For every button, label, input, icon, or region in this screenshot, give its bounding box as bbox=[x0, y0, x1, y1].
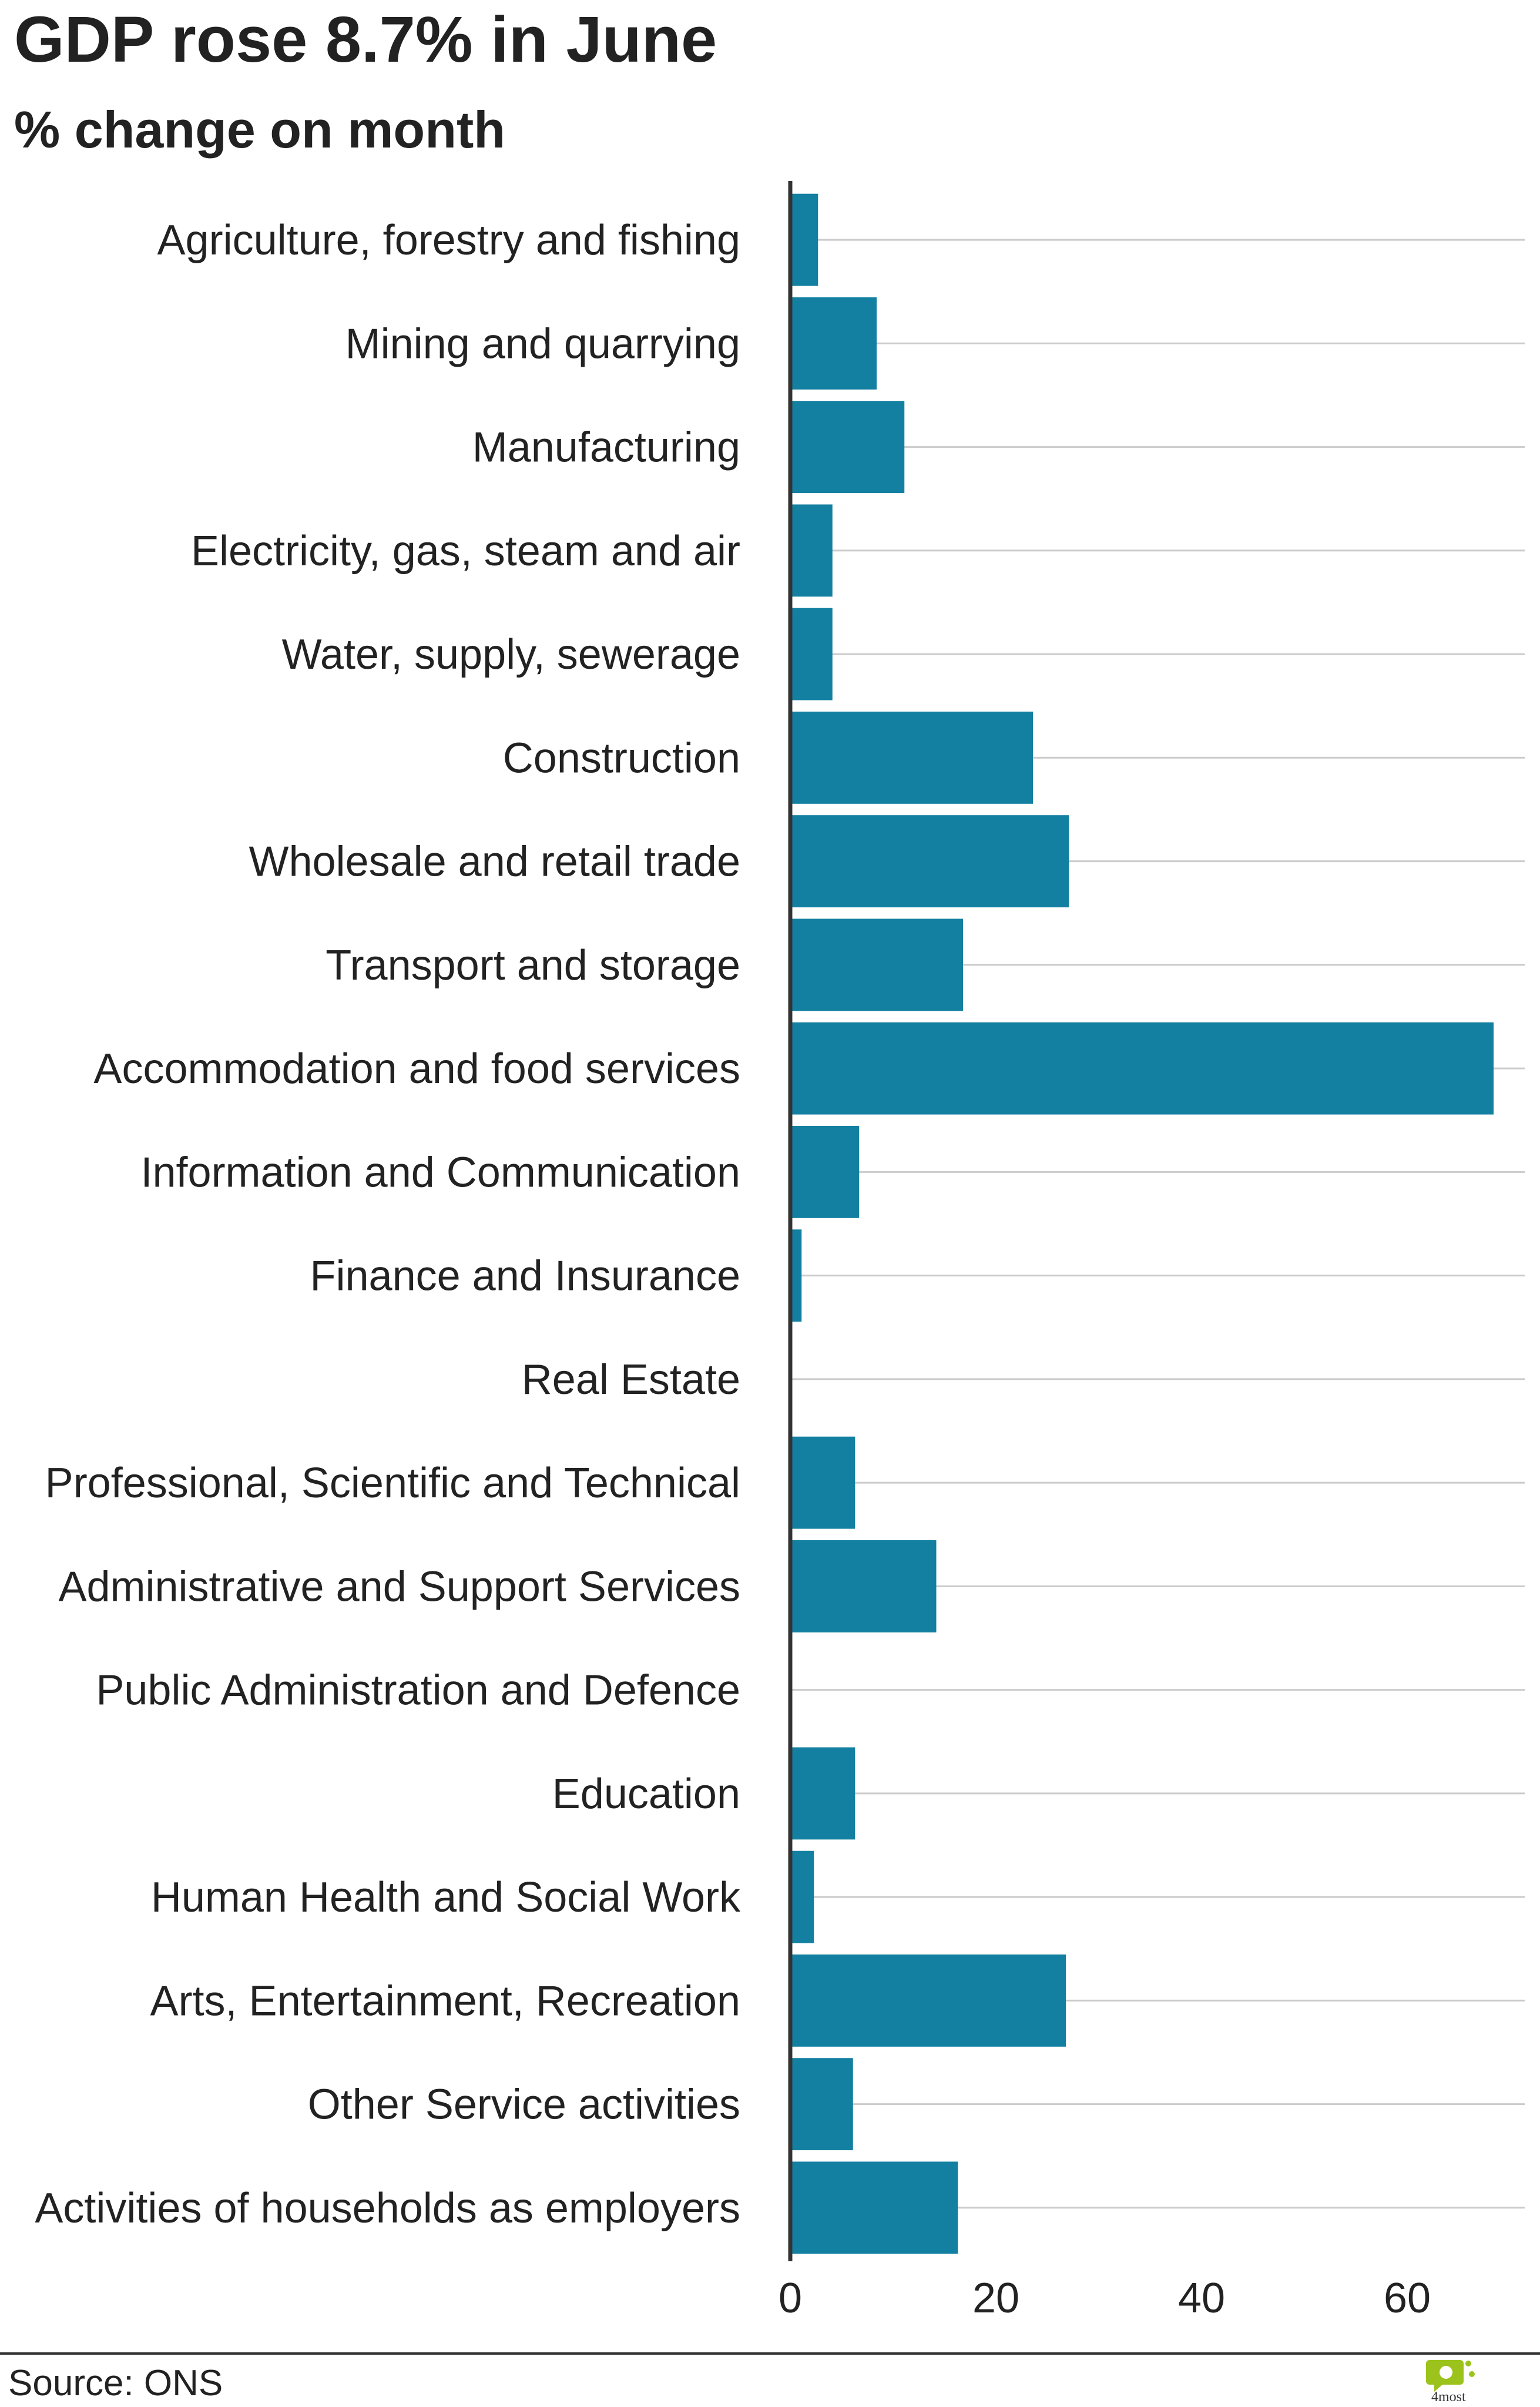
category-label: Real Estate bbox=[522, 1356, 740, 1403]
category-label: Human Health and Social Work bbox=[151, 1874, 741, 1921]
category-label: Accommodation and food services bbox=[93, 1045, 740, 1092]
category-label: Education bbox=[552, 1771, 740, 1818]
brand-logo-icon bbox=[1426, 2360, 1475, 2392]
category-label: Mining and quarrying bbox=[345, 320, 740, 367]
category-label: Transport and storage bbox=[326, 942, 740, 989]
bar bbox=[790, 1954, 1066, 2047]
chart-subtitle: % change on month bbox=[14, 100, 505, 159]
category-label: Public Administration and Defence bbox=[96, 1667, 740, 1714]
bar bbox=[790, 297, 877, 390]
x-tick-label: 40 bbox=[1178, 2275, 1225, 2322]
bar bbox=[790, 815, 1069, 908]
category-label: Finance and Insurance bbox=[310, 1253, 740, 1300]
category-label: Construction bbox=[503, 735, 740, 782]
category-label: Other Service activities bbox=[308, 2081, 740, 2128]
bar bbox=[790, 608, 833, 700]
bar bbox=[790, 193, 818, 286]
x-tick-labels: 0 20 40 60 bbox=[779, 2275, 1431, 2322]
category-label: Professional, Scientific and Technical bbox=[45, 1460, 740, 1507]
bar bbox=[790, 401, 905, 494]
category-label: Information and Communication bbox=[140, 1149, 740, 1196]
bar bbox=[790, 504, 833, 597]
bar bbox=[790, 2161, 958, 2254]
category-label: Arts, Entertainment, Recreation bbox=[150, 1977, 740, 2024]
category-label: Wholesale and retail trade bbox=[249, 839, 740, 886]
category-label: Water, supply, sewerage bbox=[282, 631, 740, 678]
category-label: Administrative and Support Services bbox=[58, 1563, 740, 1610]
bar bbox=[790, 1022, 1494, 1115]
bar bbox=[790, 1436, 855, 1529]
bar-chart: Agriculture, forestry and fishing Mining … bbox=[35, 181, 1525, 2322]
bars bbox=[790, 193, 1494, 2254]
bar bbox=[790, 1125, 860, 1218]
bar bbox=[790, 711, 1033, 804]
x-tick-label: 60 bbox=[1384, 2275, 1431, 2322]
category-label: Manufacturing bbox=[472, 424, 740, 471]
x-tick-label: 0 bbox=[779, 2275, 802, 2322]
chart-title: GDP rose 8.7% in June bbox=[14, 4, 717, 76]
bar bbox=[790, 918, 963, 1011]
bar bbox=[790, 2058, 853, 2151]
bar bbox=[790, 1229, 802, 1322]
bar bbox=[790, 1540, 937, 1632]
gridlines bbox=[790, 239, 1525, 2209]
category-label: Activities of households as employers bbox=[35, 2185, 740, 2232]
x-tick-label: 20 bbox=[972, 2275, 1019, 2322]
source-note: Source: ONS bbox=[8, 2363, 223, 2403]
bar bbox=[790, 1747, 855, 1840]
bar bbox=[790, 1850, 814, 1943]
footer-divider bbox=[0, 2352, 1540, 2355]
category-labels: Agriculture, forestry and fishing Mining … bbox=[35, 217, 741, 2232]
category-label: Agriculture, forestry and fishing bbox=[157, 217, 740, 264]
brand-logo-text: 4most bbox=[1431, 2389, 1466, 2405]
category-label: Electricity, gas, steam and air bbox=[191, 528, 740, 575]
